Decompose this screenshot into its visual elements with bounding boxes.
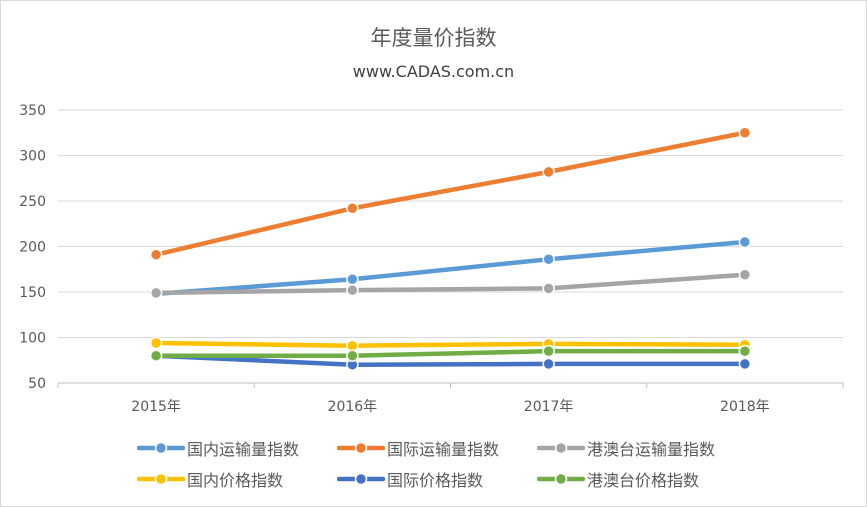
chart-subtitle: www.CADAS.com.cn xyxy=(352,62,515,81)
data-point xyxy=(542,165,555,179)
x-tick-label: 2018年 xyxy=(720,399,770,415)
data-point xyxy=(149,336,163,350)
series-line-5 xyxy=(153,348,748,358)
y-tick-label: 250 xyxy=(19,194,46,210)
data-point xyxy=(346,283,359,297)
data-point xyxy=(346,273,359,286)
data-point xyxy=(738,344,752,358)
data-point xyxy=(738,126,752,139)
legend-swatch xyxy=(537,441,585,455)
legend-item: 港澳台价格指数 xyxy=(537,467,699,491)
series-line-4 xyxy=(153,353,748,368)
data-point xyxy=(542,282,555,295)
legend-item: 港澳台运输量指数 xyxy=(537,436,715,460)
legend-item: 国际运输量指数 xyxy=(337,436,499,460)
y-tick-label: 350 xyxy=(19,103,46,119)
chart-title: 年度量价指数 xyxy=(370,26,497,50)
y-tick-label: 50 xyxy=(28,376,46,392)
series-line-3 xyxy=(153,340,748,348)
data-point xyxy=(738,268,752,281)
x-tick-label: 2017年 xyxy=(524,399,574,415)
x-tick-label: 2015年 xyxy=(131,399,181,415)
legend-label: 国内价格指数 xyxy=(187,471,284,490)
x-tick-label: 2016年 xyxy=(328,399,378,415)
legend-label: 港澳台价格指数 xyxy=(587,471,700,490)
series-line-2 xyxy=(153,272,748,296)
data-point xyxy=(149,349,163,362)
data-point xyxy=(542,344,555,358)
legend-swatch xyxy=(337,441,385,455)
legend-item: 国内价格指数 xyxy=(137,467,283,491)
y-tick-label: 100 xyxy=(19,331,46,347)
data-point xyxy=(542,252,555,266)
y-tick-label: 150 xyxy=(19,285,46,301)
legend-label: 港澳台运输量指数 xyxy=(587,440,716,459)
data-point xyxy=(149,286,163,300)
legend-label: 国际价格指数 xyxy=(387,471,484,490)
legend-swatch xyxy=(337,472,385,486)
data-point xyxy=(738,357,752,371)
data-point xyxy=(738,235,752,249)
y-tick-label: 300 xyxy=(19,149,46,165)
legend-item: 国际价格指数 xyxy=(337,467,483,491)
y-tick-label: 200 xyxy=(19,240,46,256)
legend-swatch xyxy=(137,472,185,486)
data-point xyxy=(346,202,359,215)
legend-item: 国内运输量指数 xyxy=(137,436,299,460)
data-point xyxy=(542,357,555,371)
legend-label: 国内运输量指数 xyxy=(187,440,300,459)
data-point xyxy=(149,248,163,261)
series-line-0 xyxy=(153,239,748,297)
legend-label: 国际运输量指数 xyxy=(387,440,500,459)
series-line-1 xyxy=(153,130,748,257)
legend-swatch xyxy=(137,441,185,455)
legend-swatch xyxy=(537,472,585,486)
data-point xyxy=(346,349,359,362)
